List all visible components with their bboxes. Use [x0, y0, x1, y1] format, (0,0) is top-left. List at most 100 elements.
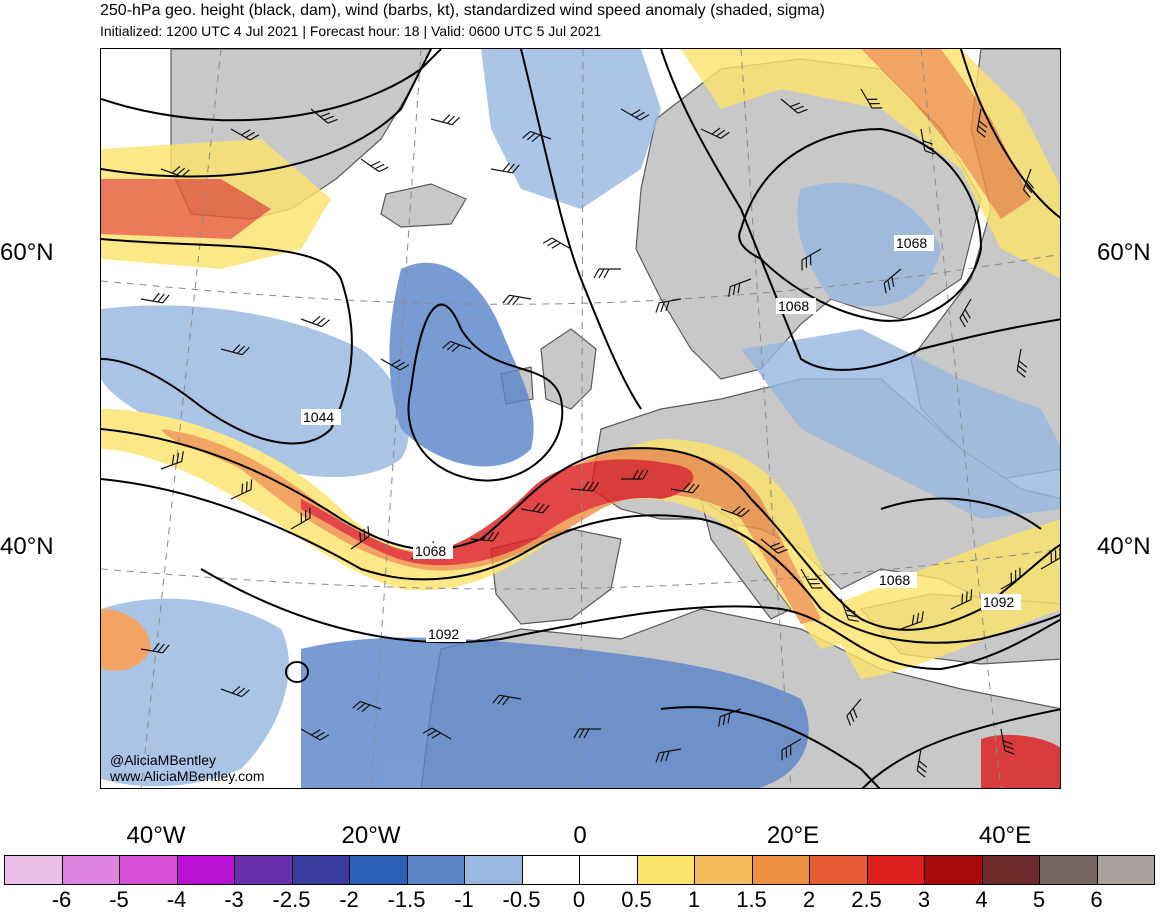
- colorbar-label: 4: [975, 887, 988, 912]
- colorbar-box: [291, 855, 350, 885]
- colorbar-label: 3: [917, 887, 931, 912]
- colorbar-label: 1.5: [736, 887, 767, 912]
- contour-label: 1068: [778, 298, 810, 314]
- wind-barb: [360, 158, 389, 173]
- wind-barb: [470, 531, 500, 542]
- anomaly-negative-region: [389, 262, 534, 467]
- height-contour: [660, 49, 1060, 371]
- colorbar-box: [176, 855, 235, 885]
- colorbar-box: [119, 855, 178, 885]
- wind-barb: [916, 748, 928, 778]
- colorbar-box: [61, 855, 120, 885]
- map-title: 250-hPa geo. height (black, dam), wind (…: [100, 2, 825, 19]
- colorbar-label: -1.5: [387, 887, 426, 912]
- wind-barb: [780, 98, 808, 114]
- anomaly-negative-region: [481, 49, 661, 209]
- wind-barb: [1016, 348, 1028, 378]
- wind-barb: [883, 268, 902, 294]
- colorbar-label: -5: [109, 887, 129, 912]
- height-contour: [660, 706, 881, 788]
- colorbar-box: [866, 855, 925, 885]
- colorbar-box: [809, 855, 868, 885]
- lon-label-20w: 20°W: [341, 822, 401, 849]
- contour-label: 1092: [983, 594, 1015, 610]
- colorbar-label: 2: [802, 887, 816, 912]
- wind-barb: [950, 589, 973, 610]
- colorbar-label: -1: [454, 887, 474, 912]
- map-panel: 1044 1068 1068 1068 1068 1092 1092: [100, 48, 1061, 789]
- lat-label-40n-left: 40°N: [0, 533, 54, 560]
- wind-barb: [160, 451, 184, 470]
- wind-barb: [655, 748, 682, 763]
- colorbar-label: -2.5: [272, 887, 311, 912]
- lat-label-60n-right: 60°N: [1097, 239, 1151, 266]
- credit-website: www.AliciaMBentley.com: [110, 768, 265, 784]
- wind-barb: [621, 469, 649, 480]
- wind-barb: [300, 728, 330, 741]
- height-contour: [960, 49, 1060, 219]
- height-contour: [861, 708, 1060, 788]
- wind-barb: [522, 130, 552, 143]
- anomaly-positive-region: [861, 49, 1031, 219]
- wind-barb: [220, 344, 250, 356]
- lon-label-40w: 40°W: [126, 822, 186, 849]
- contour-label: 1068: [415, 543, 447, 559]
- anomaly-positive-region: [821, 519, 1060, 679]
- wind-barb: [900, 611, 924, 630]
- wind-barb: [860, 88, 883, 109]
- wind-barb: [573, 728, 601, 739]
- wind-barb: [492, 694, 522, 706]
- colorbar-box: [579, 855, 638, 885]
- anomaly-shading: [101, 49, 1060, 788]
- wind-barb: [959, 298, 972, 328]
- colorbar-label: -6: [51, 887, 72, 912]
- colorbar-label: 0.5: [621, 887, 652, 912]
- wind-barb: [800, 568, 823, 589]
- anomaly-negative-region: [797, 182, 941, 307]
- wind-barb: [442, 340, 472, 353]
- wind-barb: [300, 315, 330, 328]
- wind-barb: [1000, 728, 1015, 755]
- wind-barb: [310, 108, 338, 124]
- colorbar-label: 2.5: [851, 887, 882, 912]
- colorbar-box: [406, 855, 465, 885]
- colorbar-label: -3: [224, 887, 244, 912]
- wind-barb: [670, 482, 700, 494]
- colorbar-box: [694, 855, 753, 885]
- contour-label: 1068: [879, 572, 911, 588]
- anomaly-negative-region: [101, 305, 409, 478]
- anomaly-positive-region: [101, 179, 271, 239]
- colorbar-label: 0: [572, 887, 586, 912]
- credit-handle: @AliciaMBentley: [110, 752, 217, 768]
- wind-barbs: [140, 88, 1060, 778]
- height-contour: [285, 661, 309, 683]
- colorbar-box: [521, 855, 580, 885]
- wind-barb: [1000, 567, 1021, 590]
- height-contour: [101, 49, 442, 122]
- wind-barb: [542, 237, 572, 250]
- height-contour: [738, 127, 983, 322]
- height-contour: [101, 428, 1060, 631]
- wind-barb: [976, 108, 988, 138]
- wind-barb: [520, 502, 550, 514]
- wind-barb: [140, 642, 170, 654]
- wind-barb: [700, 127, 730, 139]
- wind-barb: [380, 358, 410, 371]
- wind-barb: [1040, 547, 1060, 570]
- colorbar-box: [1039, 855, 1098, 885]
- colorbar-box: [751, 855, 810, 885]
- wind-barb: [760, 538, 788, 554]
- contour-label-chips: [301, 235, 1021, 642]
- colorbar-label: -0.5: [502, 887, 541, 912]
- colorbar-box: [924, 855, 983, 885]
- wind-barb: [920, 128, 935, 155]
- colorbar-box: [4, 855, 63, 885]
- height-contour: [101, 478, 1060, 644]
- lon-label-0: 0: [573, 822, 587, 849]
- height-contour: [407, 303, 564, 482]
- iceland-land: [380, 183, 467, 228]
- map-subtitle: Initialized: 1200 UTC 4 Jul 2021 | Forec…: [100, 23, 602, 39]
- graticule: [101, 49, 1060, 788]
- wind-barb: [352, 700, 382, 713]
- contour-label: 1068: [896, 235, 928, 251]
